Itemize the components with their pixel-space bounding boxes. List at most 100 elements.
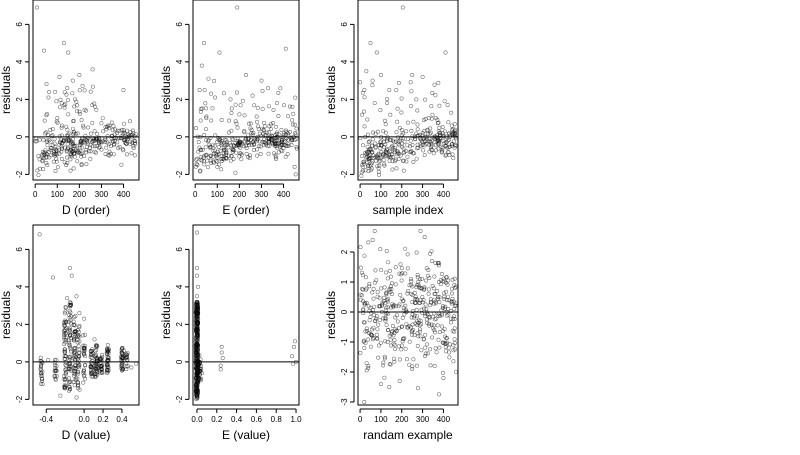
data-point	[414, 97, 419, 102]
data-point	[45, 143, 50, 148]
data-point	[399, 343, 404, 348]
data-point	[75, 103, 80, 108]
data-point	[427, 303, 432, 308]
data-point	[77, 339, 82, 344]
data-point	[386, 260, 391, 265]
data-point	[247, 156, 252, 161]
y-tick-label: -3	[340, 398, 349, 406]
data-point	[400, 158, 405, 163]
data-point	[128, 139, 133, 144]
data-point	[407, 339, 412, 344]
data-point	[77, 347, 82, 352]
data-point	[202, 41, 207, 46]
data-point	[418, 142, 423, 147]
data-point	[448, 316, 453, 321]
y-tick-label: 4	[175, 284, 184, 289]
data-point	[115, 140, 120, 145]
data-point	[370, 78, 375, 83]
data-point	[82, 154, 87, 159]
data-point	[62, 374, 67, 379]
data-point	[362, 95, 367, 100]
data-point	[419, 286, 424, 291]
data-point	[415, 386, 420, 391]
data-point	[229, 106, 234, 111]
data-point	[46, 95, 51, 100]
x-tick-label: 0.8	[271, 415, 283, 424]
data-point	[381, 129, 386, 134]
data-point	[238, 140, 243, 145]
data-point	[108, 151, 113, 156]
y-tick-label: 4	[15, 284, 24, 289]
y-axis: -2 0 2 4 6	[340, 22, 355, 178]
data-point	[401, 168, 406, 173]
data-point	[202, 159, 207, 164]
data-point	[66, 138, 71, 143]
y-tick-label: 6	[175, 22, 184, 27]
data-point	[397, 357, 402, 362]
data-point	[88, 156, 93, 161]
data-point	[106, 142, 111, 147]
data-point	[230, 137, 235, 142]
data-point	[412, 290, 417, 295]
data-point	[197, 353, 202, 358]
data-point	[53, 369, 58, 374]
data-point	[439, 144, 444, 149]
data-point	[202, 88, 207, 93]
data-point	[72, 329, 77, 334]
data-point	[391, 356, 396, 361]
data-point	[257, 139, 262, 144]
data-point	[395, 149, 400, 154]
data-point	[424, 307, 429, 312]
x-tick-label: 200	[395, 190, 409, 199]
data-point	[283, 128, 288, 133]
data-point	[434, 350, 439, 355]
x-tick-label: -0.4	[39, 415, 53, 424]
data-point	[122, 131, 127, 136]
data-point	[279, 138, 284, 143]
data-point	[39, 378, 44, 383]
data-point	[428, 297, 433, 302]
data-point	[441, 305, 446, 310]
data-point	[383, 122, 388, 127]
data-point	[195, 337, 200, 342]
data-point	[49, 134, 54, 139]
data-point	[286, 133, 291, 138]
data-point	[361, 310, 366, 315]
data-point	[426, 287, 431, 292]
data-point	[276, 150, 281, 155]
data-point	[71, 119, 76, 124]
data-point	[80, 150, 85, 155]
data-point	[93, 144, 98, 149]
data-point	[75, 360, 80, 365]
data-point	[442, 291, 447, 296]
data-point	[372, 229, 377, 234]
data-point	[359, 170, 364, 175]
data-point	[206, 76, 211, 81]
data-point	[411, 357, 416, 362]
data-point	[382, 285, 387, 290]
data-point	[363, 287, 368, 292]
data-point	[88, 131, 93, 136]
data-point	[67, 384, 72, 389]
data-point	[80, 83, 85, 88]
data-point	[266, 130, 271, 135]
data-point	[75, 380, 80, 385]
data-point	[381, 158, 386, 163]
data-point	[195, 230, 200, 235]
data-point	[219, 344, 224, 349]
x-tick-label: 300	[416, 190, 430, 199]
data-point	[400, 339, 405, 344]
data-point	[42, 118, 47, 123]
data-point	[194, 351, 199, 356]
data-point	[382, 316, 387, 321]
data-point	[411, 160, 416, 165]
data-point	[84, 162, 89, 167]
data-point	[33, 139, 38, 144]
data-point	[53, 89, 58, 94]
data-point	[429, 258, 434, 263]
data-point	[422, 287, 427, 292]
data-point	[419, 348, 424, 353]
data-point	[75, 376, 80, 381]
data-point	[89, 364, 94, 369]
data-point	[77, 365, 82, 370]
